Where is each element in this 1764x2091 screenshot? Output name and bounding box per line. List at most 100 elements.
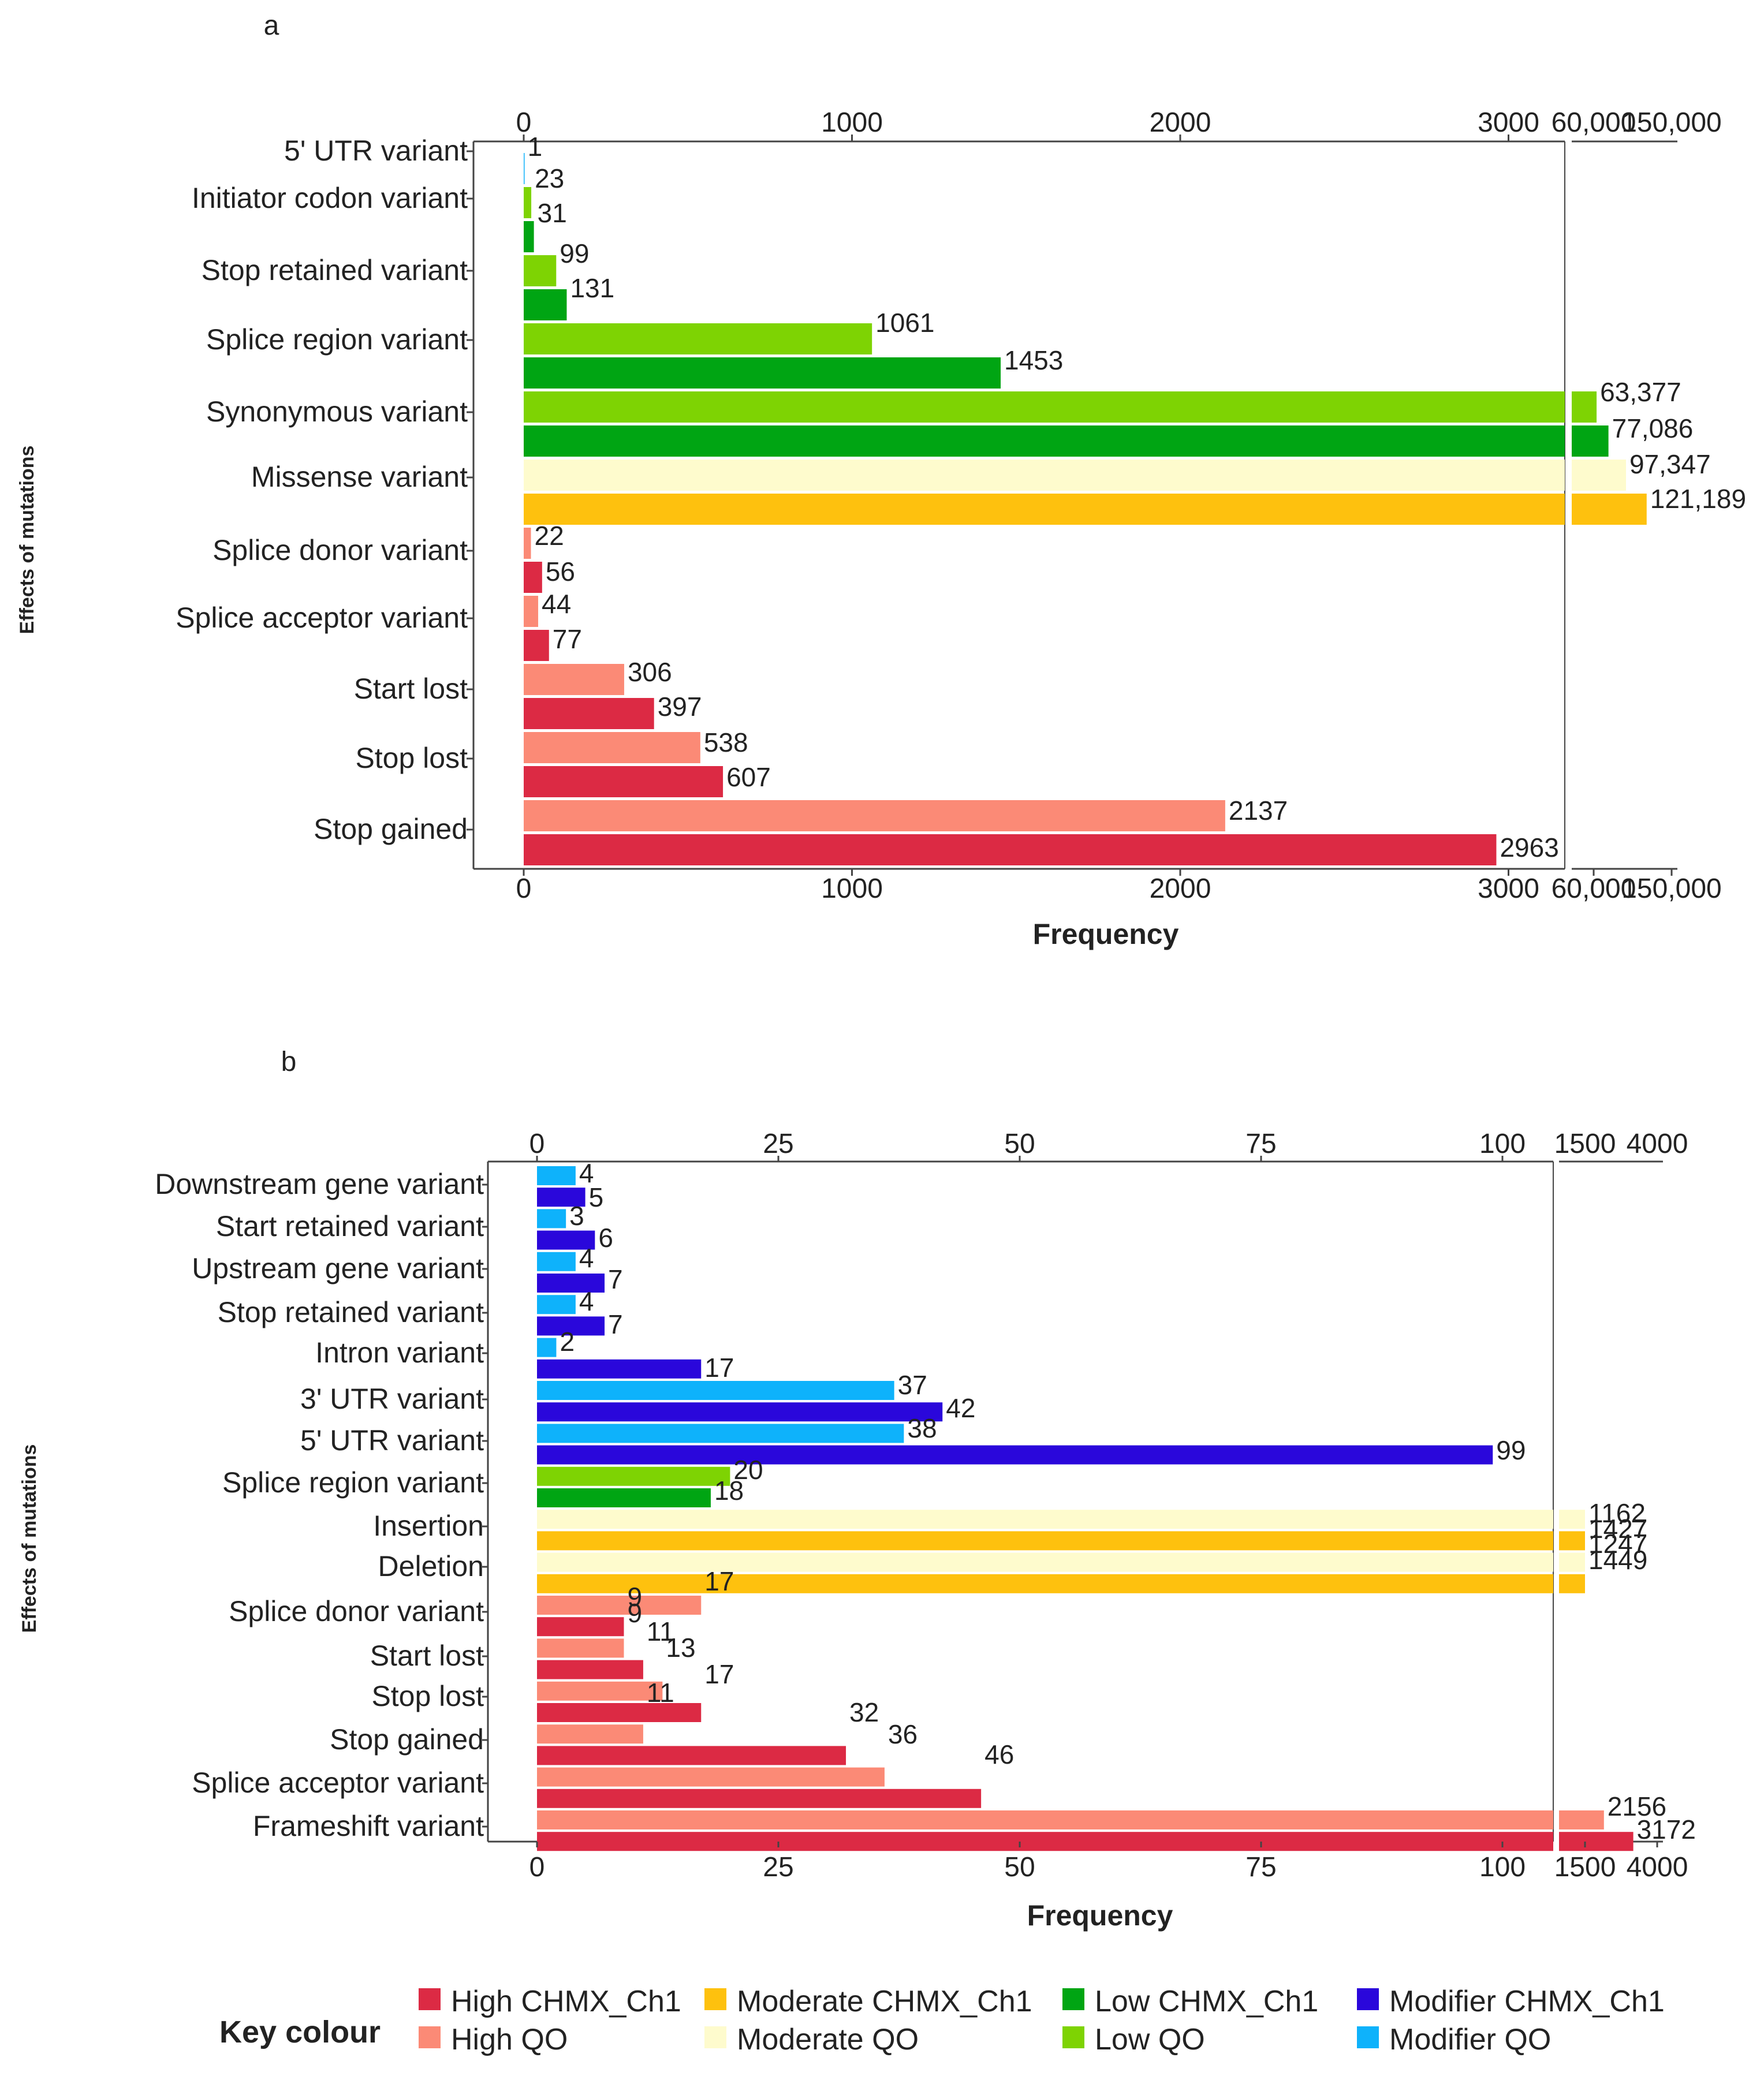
bar bbox=[537, 1445, 1493, 1465]
bar bbox=[537, 1316, 605, 1336]
data-label: 538 bbox=[704, 727, 748, 757]
bar-broken-part bbox=[1559, 1552, 1585, 1572]
x-tick-label-bottom: 1000 bbox=[821, 873, 883, 904]
bar bbox=[537, 1552, 1553, 1572]
data-label: 1449 bbox=[1588, 1545, 1647, 1575]
x-tick-label-bottom: 25 bbox=[763, 1852, 793, 1883]
legend-label: High CHMX_Ch1 bbox=[451, 1985, 681, 2018]
bar bbox=[537, 1209, 566, 1229]
category-label: Stop lost bbox=[355, 742, 468, 774]
data-label: 4 bbox=[579, 1243, 594, 1273]
bar bbox=[537, 1810, 1553, 1829]
bar bbox=[524, 596, 539, 627]
data-label: 1162 bbox=[1588, 1498, 1646, 1528]
bar bbox=[524, 460, 1565, 491]
x-tick-label-top: 100 bbox=[1479, 1129, 1526, 1159]
bar bbox=[537, 1681, 663, 1701]
bar bbox=[524, 698, 654, 729]
bar bbox=[537, 1466, 730, 1486]
bar bbox=[537, 1660, 643, 1679]
legend-swatch bbox=[419, 1988, 441, 2010]
legend-label: Low QO bbox=[1095, 2023, 1205, 2056]
x-tick-label-top: 0 bbox=[516, 107, 532, 138]
data-label: 38 bbox=[907, 1413, 937, 1443]
category-label: Start lost bbox=[370, 1640, 484, 1672]
x-axis-title: Frequency bbox=[1027, 1899, 1173, 1932]
bar bbox=[537, 1724, 643, 1744]
data-label: 17 bbox=[704, 1566, 734, 1596]
bar bbox=[537, 1274, 605, 1293]
x-tick-label-top: 50 bbox=[1004, 1129, 1035, 1159]
bar bbox=[537, 1338, 557, 1357]
x-axis-title: Frequency bbox=[1033, 918, 1179, 950]
bar bbox=[537, 1230, 595, 1250]
category-label: Upstream gene variant bbox=[192, 1252, 484, 1285]
category-label: Intron variant bbox=[315, 1336, 484, 1369]
data-label: 44 bbox=[542, 589, 571, 619]
category-label: Splice region variant bbox=[206, 323, 468, 356]
legend-label: Low CHMX_Ch1 bbox=[1095, 1985, 1318, 2018]
bar bbox=[524, 562, 542, 593]
bar bbox=[537, 1832, 1553, 1851]
x-tick-label-top: 150,000 bbox=[1621, 107, 1722, 138]
bar-broken-part bbox=[1572, 494, 1647, 525]
legend-swatch bbox=[1062, 2026, 1084, 2048]
chart-panel-a: a 123 31 99 131 1061 1453 63,377 77,086 97,347 121… bbox=[16, 10, 1746, 950]
bar bbox=[537, 1510, 1553, 1529]
x-tick-label-bottom: 150,000 bbox=[1621, 873, 1722, 904]
bar bbox=[524, 800, 1225, 831]
data-label: 42 bbox=[946, 1393, 975, 1423]
data-label: 23 bbox=[535, 163, 564, 193]
legend-label: High QO bbox=[451, 2023, 568, 2056]
legend-swatch bbox=[1357, 1988, 1379, 2010]
data-label: 9 bbox=[627, 1582, 642, 1612]
data-label: 121,189 bbox=[1650, 484, 1746, 514]
bar bbox=[537, 1767, 885, 1787]
data-label: 11 bbox=[647, 1616, 674, 1646]
data-label: 607 bbox=[726, 762, 771, 792]
bar bbox=[537, 1295, 576, 1315]
data-label: 7 bbox=[608, 1309, 623, 1339]
legend-swatch bbox=[704, 1988, 726, 2010]
bar bbox=[537, 1746, 846, 1765]
bar bbox=[524, 357, 1001, 389]
x-tick-label-bottom: 50 bbox=[1004, 1852, 1035, 1883]
data-label: 11 bbox=[647, 1678, 674, 1708]
bar bbox=[524, 153, 525, 184]
bar bbox=[537, 1788, 982, 1808]
data-label: 1 bbox=[528, 132, 543, 162]
category-label: Stop lost bbox=[371, 1680, 484, 1712]
bar bbox=[537, 1424, 904, 1443]
bar bbox=[524, 630, 549, 661]
legend-label: Modifier QO bbox=[1389, 2023, 1551, 2056]
data-label: 3172 bbox=[1637, 1814, 1696, 1844]
data-label: 2 bbox=[560, 1327, 575, 1357]
x-tick-label-top: 3000 bbox=[1478, 107, 1539, 138]
data-label: 7 bbox=[608, 1264, 623, 1294]
legend-label: Modifier CHMX_Ch1 bbox=[1389, 1985, 1665, 2018]
data-label: 37 bbox=[898, 1370, 927, 1400]
legend: Key colour High CHMX_Ch1 High QO Moderate C… bbox=[219, 1985, 1665, 2056]
x-tick-label-bottom: 1500 bbox=[1554, 1852, 1616, 1883]
data-label: 77 bbox=[553, 624, 582, 654]
data-label: 1247 bbox=[1588, 1529, 1647, 1559]
data-label: 6 bbox=[598, 1223, 613, 1253]
data-label: 63,377 bbox=[1600, 377, 1681, 407]
bar bbox=[524, 187, 532, 218]
data-label: 18 bbox=[714, 1476, 744, 1506]
category-label: Splice acceptor variant bbox=[176, 602, 468, 634]
x-tick-label-top: 25 bbox=[763, 1129, 793, 1159]
data-label: 99 bbox=[560, 238, 589, 268]
bar bbox=[524, 255, 557, 286]
data-label: 1453 bbox=[1004, 345, 1063, 375]
data-label: 4 bbox=[579, 1158, 594, 1188]
data-label: 131 bbox=[570, 273, 614, 303]
panel-letter-b: b bbox=[281, 1047, 297, 1077]
x-tick-label-bottom: 0 bbox=[529, 1852, 545, 1883]
bar bbox=[537, 1402, 943, 1422]
bar bbox=[537, 1638, 624, 1658]
bar-broken-part bbox=[1559, 1574, 1585, 1593]
x-tick-label-top: 1000 bbox=[821, 107, 883, 138]
data-label: 32 bbox=[849, 1697, 879, 1727]
legend-label: Moderate QO bbox=[737, 2023, 919, 2056]
